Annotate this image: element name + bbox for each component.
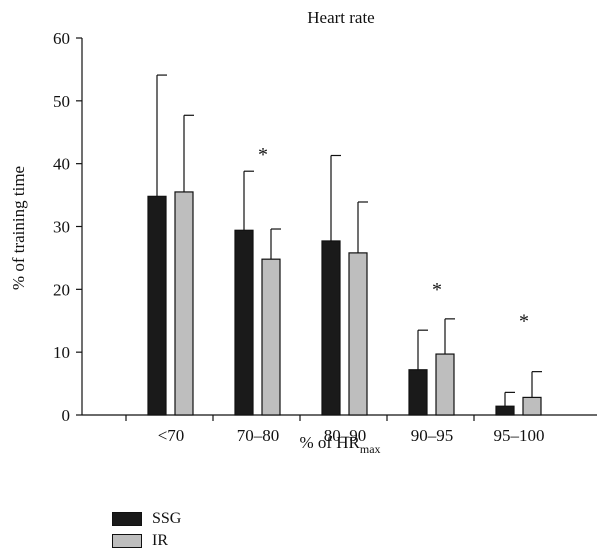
y-axis-label: % of training time	[9, 166, 28, 290]
y-tick-label: 40	[53, 155, 70, 174]
legend-label-ssg: SSG	[152, 510, 182, 527]
bar-ir	[261, 258, 281, 416]
legend-label-ir: IR	[152, 532, 168, 549]
y-tick-label: 60	[53, 29, 70, 48]
y-tick-label: 20	[53, 280, 70, 299]
x-tick-label: 70–80	[237, 426, 280, 445]
x-axis-ticks: <70 70–80 80–90 90–95 95–100	[125, 415, 545, 445]
significance-markers: * * *	[258, 144, 529, 333]
bars-group	[147, 74, 542, 416]
bar-ir	[174, 191, 194, 416]
x-axis-label: % of HRmax	[299, 433, 380, 456]
legend-swatch-ssg	[112, 512, 142, 526]
x-axis-label-main: % of HR	[299, 433, 360, 452]
legend-item-ssg: SSG	[112, 508, 181, 530]
legend: SSG IR	[112, 508, 181, 552]
bar-ir	[348, 252, 368, 416]
bar-ssg	[234, 229, 254, 416]
chart-title: Heart rate	[307, 8, 374, 27]
x-tick-label: 90–95	[411, 426, 454, 445]
bar-ir	[522, 396, 542, 416]
y-tick-label: 30	[53, 218, 70, 237]
bar-ir	[435, 353, 455, 416]
bar-ssg	[408, 369, 428, 416]
significance-marker: *	[519, 311, 529, 333]
x-axis-label-subscript: max	[360, 442, 381, 456]
x-tick-label: <70	[158, 426, 185, 445]
y-axis-ticks: 0 10 20 30 40 50 60	[53, 29, 82, 425]
bar-ssg	[495, 405, 515, 416]
bar-ssg	[321, 240, 341, 416]
bar-ssg	[147, 195, 167, 416]
significance-marker: *	[258, 144, 268, 166]
x-tick-label: 80–90	[324, 426, 367, 445]
legend-item-ir: IR	[112, 530, 181, 552]
y-tick-label: 0	[62, 406, 71, 425]
bar-chart: Heart rate 0 10 20 30 40 50 60 <70 70–80 80–90 90…	[9, 8, 597, 456]
x-tick-label: 95–100	[494, 426, 545, 445]
y-tick-label: 50	[53, 92, 70, 111]
legend-swatch-ir	[112, 534, 142, 548]
y-tick-label: 10	[53, 343, 70, 362]
significance-marker: *	[432, 279, 442, 301]
